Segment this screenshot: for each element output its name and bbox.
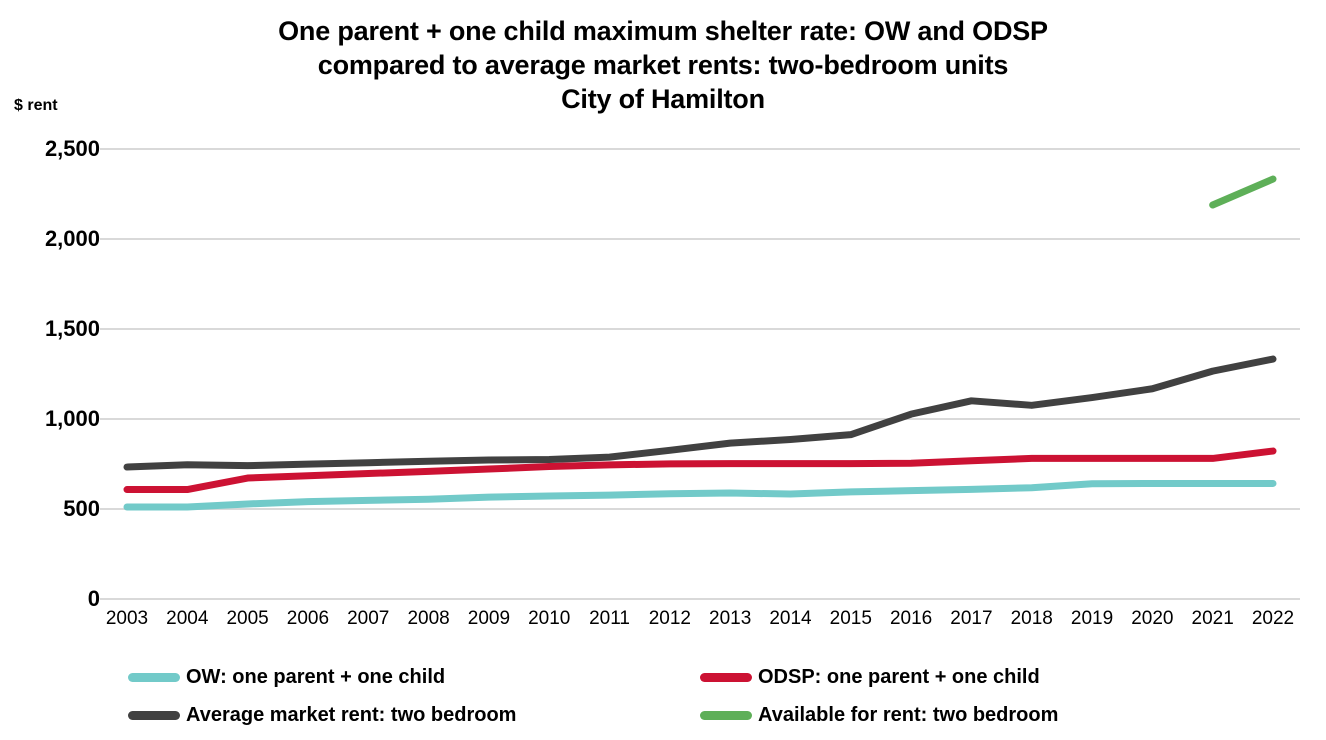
legend-color-swatch [700,711,752,720]
plot-area: 0 500 1,000 1,500 2,000 2,500 2003 2004 2005 200… [44,136,1300,629]
x-tick-label: 2019 [1070,608,1114,629]
series-line [1209,175,1277,209]
plot-svg [100,148,1300,600]
x-tick-label: 2016 [889,608,933,629]
x-tick-label: 2010 [528,608,571,629]
chart-title: One parent + one child maximum shelter r… [120,14,1206,116]
legend-label: OW: one parent + one child [186,666,446,688]
y-tick-label: 1,000 [44,406,100,431]
series-line [123,479,1277,511]
x-tick-label: 2021 [1191,608,1234,629]
legend-item[interactable]: OW: one parent + one child [128,666,445,689]
legend-label: Available for rent: two bedroom [758,704,1059,726]
y-axis-title: $ rent [14,97,58,114]
y-tick-label: 2,500 [44,136,100,161]
legend-color-swatch [128,711,180,720]
x-tick-label: 2014 [769,608,812,629]
x-tick-label: 2011 [589,608,630,629]
legend-color-swatch [128,673,180,682]
chart-title-line-2: compared to average market rents: two-be… [317,50,1009,80]
chart-legend: OW: one parent + one child ODSP: one pare… [0,658,1326,740]
x-tick-label: 2006 [286,608,330,629]
legend-color-swatch [700,673,752,682]
series-line [123,355,1277,471]
series-line [123,447,1277,494]
legend-label: ODSP: one parent + one child [758,666,1040,688]
y-tick-label: 500 [63,496,100,521]
x-tick-label: 2004 [166,608,209,629]
x-tick-label: 2015 [829,608,872,629]
x-tick-label: 2003 [105,608,149,629]
x-tick-label: 2020 [1131,608,1174,629]
x-tick-label: 2022 [1251,608,1295,629]
y-tick-label: 0 [87,586,100,611]
legend-item[interactable]: ODSP: one parent + one child [700,666,1040,689]
x-tick-label: 2009 [467,608,511,629]
x-tick-label: 2013 [709,608,752,629]
chart-title-line-3: City of Hamilton [561,84,765,114]
x-tick-label: 2018 [1010,608,1053,629]
legend-label: Average market rent: two bedroom [186,704,517,726]
x-tick-label: 2017 [950,608,993,629]
x-tick-label: 2012 [648,608,691,629]
y-tick-label: 2,000 [44,226,100,251]
x-tick-label: 2005 [226,608,269,629]
chart-title-line-1: One parent + one child maximum shelter r… [278,16,1048,46]
x-tick-label: 2008 [407,608,450,629]
legend-item[interactable]: Available for rent: two bedroom [700,704,1058,727]
legend-item[interactable]: Average market rent: two bedroom [128,704,516,727]
x-tick-label: 2007 [347,608,390,629]
y-tick-label: 1,500 [44,316,100,341]
